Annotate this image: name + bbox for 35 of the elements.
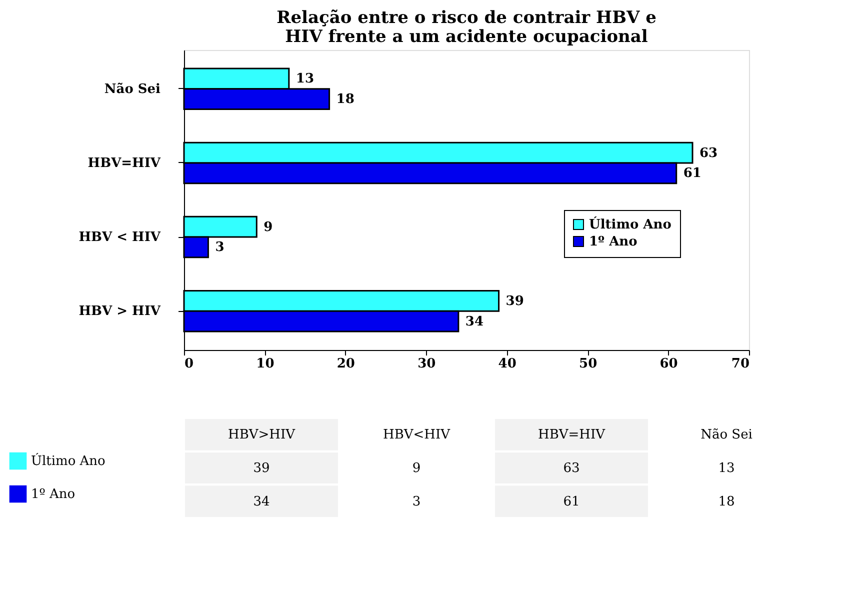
x-tick-label: 10 [256,356,274,372]
y-tick-label: HBV=HIV [88,156,162,171]
data-label: 18 [336,92,354,108]
data-label: 39 [253,461,270,476]
x-tick-label: HBV=HIV [538,428,606,443]
x-tick-label: HBV>HIV [228,428,296,443]
y-tick-label: Não Sei [104,82,161,97]
x-tick-label: 30 [418,356,436,372]
data-label: 9 [412,461,421,476]
data-label: 39 [506,294,524,309]
data-label: 61 [563,494,580,510]
data-label: 34 [253,494,270,510]
legend-label: 1º Ano [589,234,638,250]
x-tick-label: 20 [336,356,355,372]
data-label: 18 [718,494,735,510]
x-tick-label: Não Sei [700,428,752,443]
data-label: 61 [683,166,702,182]
y-tick-label: HBV > HIV [78,304,162,320]
x-tick-label: 70 [731,356,750,372]
x-tick-label: 40 [498,356,516,372]
data-label: 13 [296,72,314,87]
x-tick-label: 50 [579,356,598,372]
chart-title: Relação entre o risco de contrair HBV e HIV frente a um acidente ocupacional [276,8,657,47]
x-tick-label: 60 [660,356,678,372]
data-label: 63 [700,146,718,161]
x-tick-label: HBV<HIV [382,428,451,443]
data-label: 63 [563,461,580,476]
data-label: 3 [215,240,224,256]
data-label: 13 [718,461,735,476]
data-label: 3 [412,494,421,510]
data-label: 9 [264,220,273,235]
legend-label: Último Ano [589,216,672,232]
data-label: 34 [465,314,484,330]
y-tick-label: HBV < HIV [78,230,162,246]
x-tick-label: 0 [184,356,194,372]
